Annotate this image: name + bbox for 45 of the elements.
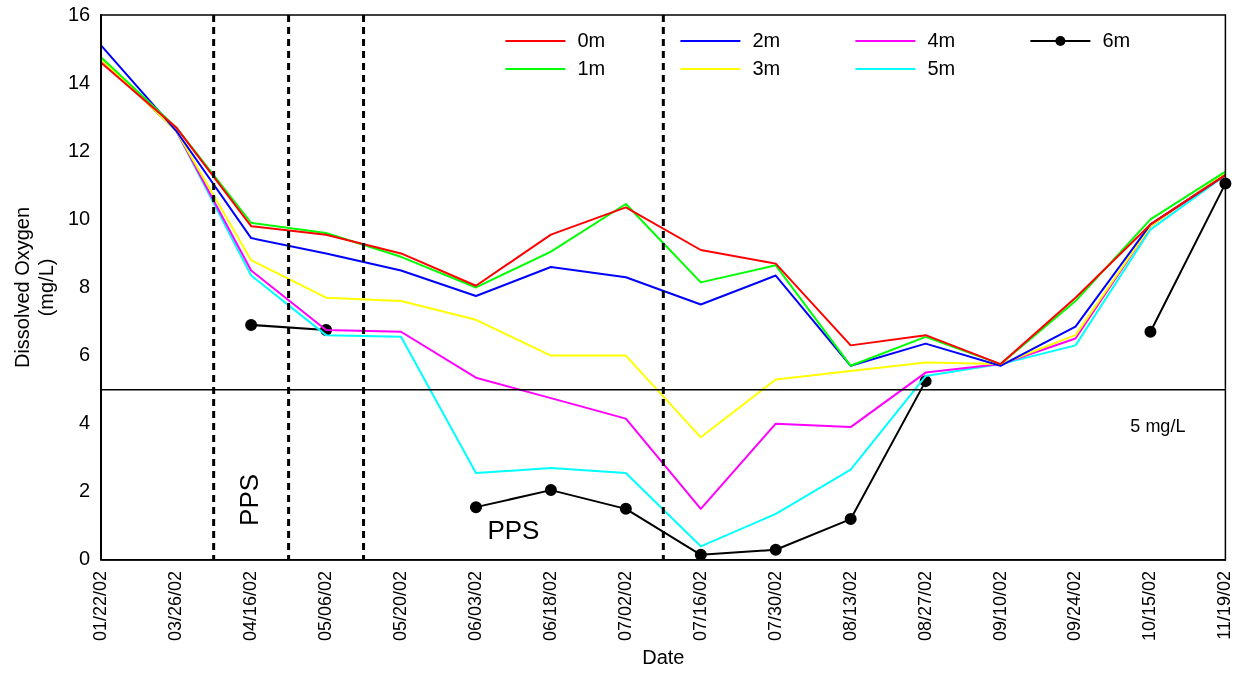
- x-tick-label: 09/24/02: [1064, 570, 1085, 642]
- x-tick-label: 07/30/02: [764, 570, 785, 642]
- annotation: PPS: [487, 515, 540, 546]
- x-tick-label: 01/22/02: [90, 570, 111, 642]
- legend-label: 5m: [927, 56, 956, 79]
- y-tick-label: 8: [79, 274, 91, 297]
- legend-label: 3m: [752, 56, 781, 79]
- x-tick-label: 06/03/02: [464, 570, 485, 642]
- legend-label: 1m: [577, 56, 606, 79]
- y-axis-title: Dissolved Oxygen (mg/L): [10, 206, 57, 369]
- x-tick-label: 07/16/02: [689, 570, 710, 642]
- y-tick-label: 2: [79, 479, 91, 502]
- point: [469, 501, 482, 514]
- x-tick-label: 04/16/02: [240, 570, 261, 642]
- point: [844, 513, 857, 526]
- point: [245, 318, 258, 331]
- ref-line-label: 5 mg/L: [1130, 415, 1186, 436]
- legend-label: 6m: [1102, 28, 1131, 51]
- x-axis-title: Date: [642, 645, 685, 668]
- x-tick-label: 05/06/02: [315, 570, 336, 642]
- point: [544, 484, 557, 497]
- x-tick-label: 11/19/02: [1214, 570, 1235, 640]
- x-tick-label: 03/26/02: [165, 570, 186, 642]
- y-tick-label: 16: [68, 2, 91, 25]
- y-tick-label: 0: [79, 547, 91, 570]
- y-tick-label: 12: [68, 138, 91, 161]
- x-tick-label: 08/13/02: [839, 570, 860, 642]
- y-tick-label: 14: [68, 70, 91, 93]
- y-tick-label: 4: [79, 411, 91, 434]
- point: [694, 548, 707, 560]
- x-tick-label: 08/27/02: [914, 570, 935, 642]
- legend-label: 0m: [577, 28, 606, 51]
- x-tick-label: 05/20/02: [389, 570, 410, 642]
- y-tick-label: 10: [68, 206, 91, 229]
- legend-label: 2m: [752, 28, 781, 51]
- x-tick-label: 09/10/02: [989, 570, 1010, 642]
- x-tick-label: 06/18/02: [539, 570, 560, 642]
- x-tick-label: 07/02/02: [614, 570, 635, 642]
- point: [769, 543, 782, 556]
- y-tick-label: 6: [79, 343, 91, 366]
- legend-label: 4m: [927, 28, 956, 51]
- point: [1144, 325, 1157, 338]
- annotation: PPS: [234, 473, 265, 526]
- x-tick-label: 10/15/02: [1139, 570, 1160, 642]
- point: [619, 502, 632, 515]
